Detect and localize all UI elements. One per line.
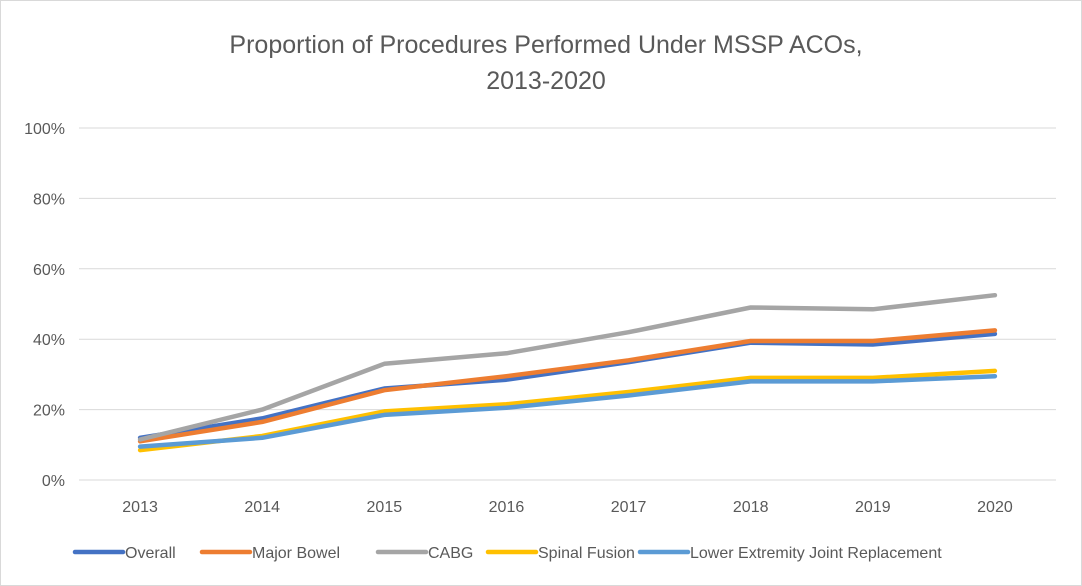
y-tick-label: 60%: [33, 262, 65, 279]
x-axis-tick-labels: 2013 2014 2015 2016 2017 2018 2019 2020: [122, 499, 1013, 516]
legend-label: Major Bowel: [252, 545, 340, 562]
series-line-major-bowel: [137, 328, 998, 444]
legend-label: CABG: [428, 545, 473, 562]
legend-item: Lower Extremity Joint Replacement: [637, 545, 942, 562]
chart-title-line-1: Proportion of Procedures Performed Under…: [229, 31, 862, 59]
x-tick-label: 2018: [733, 499, 769, 516]
y-tick-label: 40%: [33, 332, 65, 349]
x-tick-label: 2016: [489, 499, 525, 516]
x-tick-label: 2013: [122, 499, 158, 516]
series-line-cabg: [137, 292, 998, 442]
legend-label: Spinal Fusion: [538, 545, 635, 562]
legend-label: Overall: [125, 545, 176, 562]
x-tick-label: 2014: [244, 499, 280, 516]
y-tick-label: 80%: [33, 191, 65, 208]
chart-title-line-2: 2013-2020: [486, 67, 606, 95]
x-tick-label: 2020: [977, 499, 1013, 516]
legend: Overall Major Bowel CABG Spinal Fusion Lower…: [72, 545, 942, 562]
x-tick-label: 2017: [611, 499, 647, 516]
series-lines: [137, 292, 998, 453]
y-tick-label: 20%: [33, 403, 65, 420]
y-axis-tick-labels: 0% 20% 40% 60% 80% 100%: [24, 121, 65, 490]
gridlines: [79, 127, 1056, 481]
series-line-lower-extremity-joint-replacement: [137, 373, 998, 449]
legend-item: Spinal Fusion: [485, 545, 635, 562]
series-line-overall: [137, 331, 998, 441]
x-tick-label: 2019: [855, 499, 891, 516]
legend-item: CABG: [375, 545, 473, 562]
y-tick-label: 0%: [42, 473, 65, 490]
legend-label: Lower Extremity Joint Replacement: [690, 545, 942, 562]
legend-item: Overall: [72, 545, 176, 562]
y-tick-label: 100%: [24, 121, 65, 138]
x-tick-label: 2015: [367, 499, 403, 516]
legend-item: Major Bowel: [199, 545, 340, 562]
